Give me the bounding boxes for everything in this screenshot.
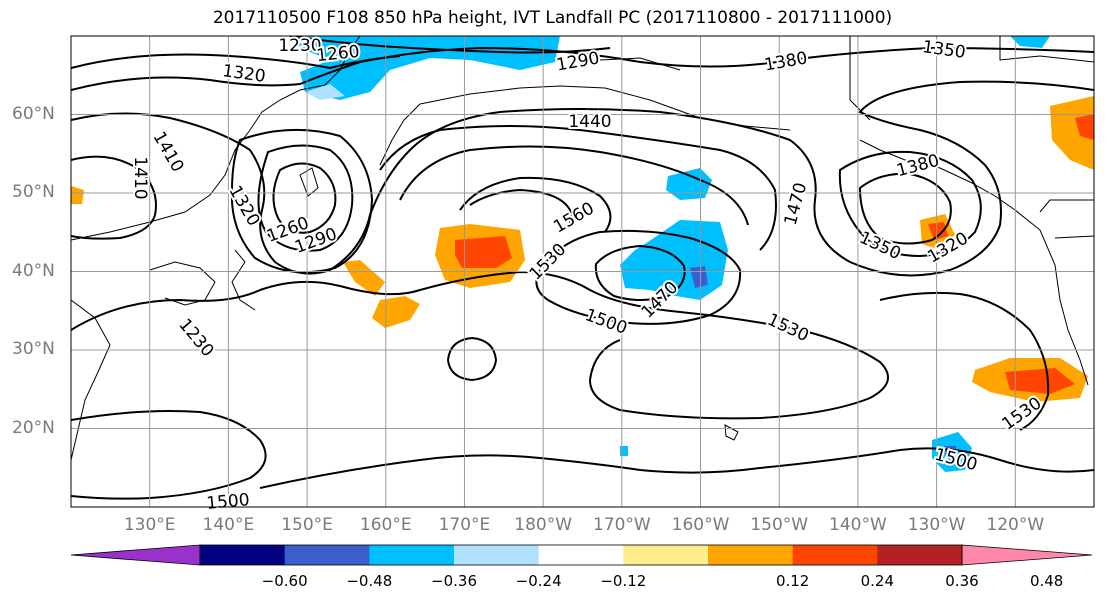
lon-label: 130°W: [907, 515, 966, 535]
colorbar-tick-label: −0.60: [261, 572, 308, 590]
colorbar-extend-high: [961, 544, 1093, 566]
colorbar-tick-label: −0.24: [515, 572, 562, 590]
colorbar-segment: [792, 545, 878, 565]
colorbar-outline: [199, 544, 963, 566]
lat-label: 50°N: [12, 182, 55, 202]
colorbar-segment: [538, 545, 624, 565]
colorbar-tick-label: 0.24: [860, 572, 895, 590]
colorbar-tick-label: −0.12: [600, 572, 647, 590]
colorbar-extend-low: [70, 544, 201, 566]
colorbar-segment: [877, 545, 963, 565]
lon-label: 180°W: [514, 515, 573, 535]
contour-label: 1500: [206, 490, 251, 514]
map-frame: [70, 35, 1095, 508]
lon-label: 140°W: [829, 515, 887, 535]
colorbar-tick-label: 0.48: [1029, 572, 1064, 590]
colorbar: [70, 544, 1093, 566]
colorbar-segment: [454, 545, 540, 565]
lon-label: 140°E: [202, 515, 255, 535]
height-contours: [71, 36, 1094, 500]
lon-label: 120°W: [986, 515, 1045, 535]
lon-label: 150°W: [750, 515, 809, 535]
lon-label: 130°E: [123, 515, 176, 535]
colorbar-tick-label: 0.12: [775, 572, 810, 590]
colorbar-segment: [200, 545, 286, 565]
lon-label: 170°W: [592, 515, 651, 535]
lat-label: 60°N: [12, 103, 55, 124]
lon-label: 170°E: [438, 515, 491, 535]
colorbar-tick-label: −0.36: [431, 572, 477, 590]
contour-label: 1440: [568, 112, 611, 132]
lon-label: 160°E: [359, 515, 412, 535]
lon-label: 150°E: [281, 515, 333, 535]
graticule: [71, 36, 1094, 507]
colorbar-tick-label: 0.36: [945, 572, 979, 590]
lon-label: 160°W: [671, 515, 730, 535]
colorbar-segment: [284, 545, 370, 565]
contour-label: 1410: [130, 156, 150, 199]
map-title: 2017110500 F108 850 hPa height, IVT Land…: [212, 8, 893, 28]
contour-label: 1230: [278, 36, 321, 56]
lat-label: 20°N: [12, 417, 55, 438]
colorbar-segment: [708, 545, 794, 565]
lat-label: 40°N: [12, 260, 55, 281]
colorbar-tick-label: −0.48: [346, 572, 393, 590]
colorbar-segment: [623, 545, 709, 565]
lat-label: 30°N: [12, 339, 55, 359]
ivt-positive-shading: [71, 96, 1094, 402]
colorbar-segment: [369, 545, 455, 565]
